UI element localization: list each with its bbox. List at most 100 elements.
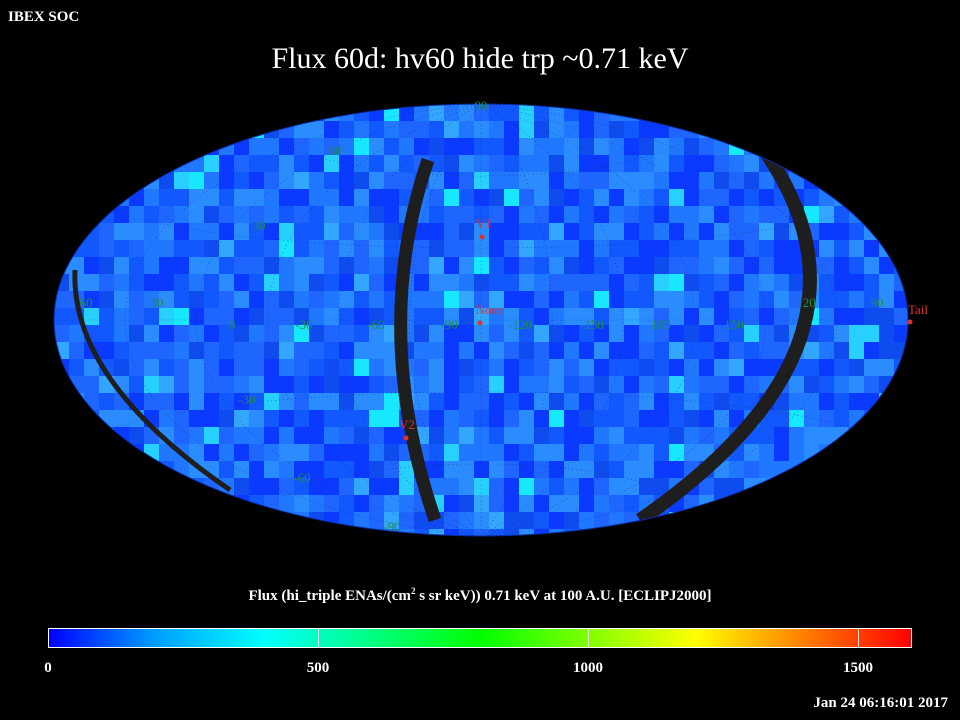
sky-pixel xyxy=(789,478,805,496)
sky-pixel xyxy=(414,274,430,292)
marker-v1-dot xyxy=(479,234,485,240)
sky-pixel xyxy=(594,427,610,445)
sky-pixel xyxy=(189,138,205,156)
sky-pixel xyxy=(159,359,175,377)
sky-pixel xyxy=(309,291,325,309)
marker-v1-label: V1 xyxy=(476,216,492,231)
lat-label: 30 xyxy=(253,218,266,233)
lon-label: -30 xyxy=(295,317,312,332)
sky-pixel xyxy=(429,138,445,156)
sky-pixel xyxy=(384,461,400,479)
sky-pixel xyxy=(84,257,100,275)
sky-pixel xyxy=(189,342,205,360)
sky-pixel xyxy=(264,529,280,536)
sky-pixel xyxy=(369,240,385,258)
sky-pixel xyxy=(369,427,385,445)
sky-pixel xyxy=(174,206,190,224)
sky-pixel xyxy=(339,325,355,343)
sky-pixel xyxy=(399,155,415,173)
sky-pixel xyxy=(354,495,370,513)
sky-pixel xyxy=(774,444,790,462)
sky-pixel xyxy=(459,495,475,513)
sky-pixel xyxy=(249,223,265,241)
sky-pixel xyxy=(99,121,115,139)
sky-pixel xyxy=(564,121,580,139)
sky-pixel xyxy=(189,172,205,190)
sky-pixel xyxy=(504,444,520,462)
sky-pixel xyxy=(84,495,100,513)
sky-pixel xyxy=(369,393,385,411)
sky-pixel xyxy=(339,342,355,360)
sky-pixel xyxy=(144,461,160,479)
sky-pixel xyxy=(129,512,145,530)
sky-pixel xyxy=(129,308,145,326)
sky-pixel xyxy=(504,359,520,377)
sky-pixel xyxy=(714,240,730,258)
sky-pixel xyxy=(909,512,925,530)
sky-pixel xyxy=(729,155,745,173)
sky-pixel xyxy=(519,427,535,445)
sky-pixel xyxy=(504,308,520,326)
sky-pixel xyxy=(594,461,610,479)
sky-pixel xyxy=(744,308,760,326)
sky-pixel xyxy=(234,342,250,360)
sky-pixel xyxy=(624,138,640,156)
sky-pixel xyxy=(654,257,670,275)
sky-pixel xyxy=(609,138,625,156)
sky-pixel xyxy=(114,529,130,536)
sky-pixel xyxy=(564,512,580,530)
sky-pixel xyxy=(204,444,220,462)
sky-pixel xyxy=(639,274,655,292)
sky-pixel xyxy=(54,121,70,139)
sky-pixel xyxy=(864,223,880,241)
sky-pixel xyxy=(489,512,505,530)
sky-pixel xyxy=(474,121,490,139)
sky-pixel xyxy=(249,478,265,496)
sky-pixel xyxy=(189,257,205,275)
colorbar-title-suffix: s sr keV)) 0.71 keV at 100 A.U. [ECLIPJ2… xyxy=(415,588,712,604)
sky-pixel xyxy=(264,257,280,275)
sky-pixel xyxy=(279,444,295,462)
sky-pixel xyxy=(294,172,310,190)
sky-pixel xyxy=(564,359,580,377)
sky-pixel xyxy=(474,274,490,292)
sky-pixel xyxy=(279,240,295,258)
sky-pixel xyxy=(339,410,355,428)
sky-pixel xyxy=(219,512,235,530)
sky-pixel xyxy=(819,274,835,292)
sky-pixel xyxy=(129,240,145,258)
sky-pixel xyxy=(234,206,250,224)
sky-pixel xyxy=(459,291,475,309)
sky-pixel xyxy=(534,427,550,445)
sky-pixel xyxy=(114,308,130,326)
sky-pixel xyxy=(699,189,715,207)
sky-pixel xyxy=(774,240,790,258)
sky-pixel xyxy=(594,495,610,513)
sky-pixel xyxy=(144,138,160,156)
sky-pixel xyxy=(159,155,175,173)
sky-pixel xyxy=(519,104,535,122)
sky-pixel xyxy=(579,240,595,258)
sky-pixel xyxy=(54,223,70,241)
sky-pixel xyxy=(774,325,790,343)
sky-pixel xyxy=(309,189,325,207)
sky-pixel xyxy=(489,274,505,292)
sky-pixel xyxy=(699,223,715,241)
sky-pixel xyxy=(534,223,550,241)
sky-pixel xyxy=(894,240,908,258)
sky-pixel xyxy=(489,206,505,224)
sky-pixel xyxy=(459,325,475,343)
sky-pixel xyxy=(69,172,85,190)
sky-pixel xyxy=(114,274,130,292)
sky-pixel xyxy=(849,461,865,479)
sky-pixel xyxy=(864,376,880,394)
sky-pixel xyxy=(624,206,640,224)
sky-pixel xyxy=(189,291,205,309)
sky-pixel xyxy=(879,529,895,536)
sky-pixel xyxy=(714,223,730,241)
sky-pixel xyxy=(849,257,865,275)
sky-pixel xyxy=(894,427,908,445)
sky-pixel xyxy=(99,291,115,309)
sky-pixel xyxy=(264,444,280,462)
sky-pixel xyxy=(549,376,565,394)
